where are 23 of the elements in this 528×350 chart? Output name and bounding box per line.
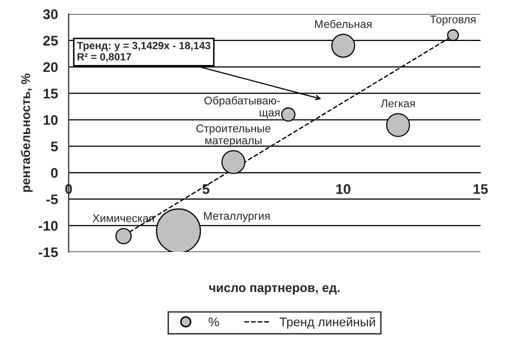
x-tick-label: 15 — [474, 184, 488, 194]
x-axis-title: число партнеров, ед. — [209, 285, 340, 295]
annotation: Торговля — [430, 16, 476, 26]
y-tick-label: 0 — [51, 168, 58, 178]
y-tick-label: 30 — [43, 9, 58, 20]
y-tick-label: 25 — [43, 36, 58, 46]
y-tick-label: -10 — [38, 220, 58, 231]
y-tick-label: 20 — [43, 62, 58, 72]
y-tick-label: -5 — [46, 194, 58, 204]
legend-label: Тренд линейный — [280, 316, 375, 329]
annotation: Металлургия — [204, 212, 270, 222]
annotation: Легкая — [380, 100, 415, 108]
x-tick-label: 10 — [336, 184, 350, 194]
y-tick-label: 15 — [44, 88, 58, 99]
y-tick-label: 10 — [44, 115, 58, 125]
y-axis-title: рентабельность, % — [20, 74, 33, 192]
legend-label: % — [208, 318, 219, 326]
y-tick-label: -15 — [38, 247, 58, 258]
annotation: Тренд: y = 3,1429x - 18,143 R² = 0,8017 — [76, 42, 210, 62]
annotation: Мебельная — [315, 20, 372, 28]
annotation: Обрабатываю- щая — [204, 96, 280, 119]
y-tick-label: 5 — [50, 142, 58, 152]
annotation: Строительные материалы — [196, 124, 270, 147]
